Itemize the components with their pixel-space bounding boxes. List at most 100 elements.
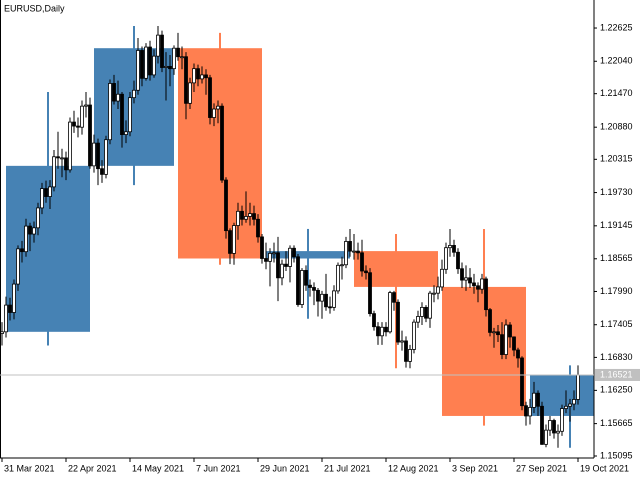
candle-body — [152, 55, 156, 76]
period-body — [442, 286, 526, 416]
candle-body — [340, 264, 344, 267]
candle-body — [24, 225, 28, 253]
candle-body — [296, 256, 300, 305]
plot-area — [0, 26, 594, 448]
candle-body — [156, 34, 160, 57]
candle-body — [336, 264, 340, 292]
candle-body — [140, 50, 144, 79]
candle-body — [116, 93, 120, 102]
candle-body — [300, 270, 304, 305]
candle-body — [460, 268, 464, 281]
candle-body — [212, 108, 216, 118]
y-tick-label: 1.16830 — [600, 352, 633, 362]
candle-body — [232, 225, 236, 254]
candle-body — [200, 74, 204, 80]
candle-body — [576, 374, 580, 400]
candle-body — [384, 326, 388, 333]
candle-body — [352, 250, 356, 253]
candle-body — [28, 225, 32, 235]
candle-body — [564, 405, 568, 409]
y-tick-label: 1.19730 — [600, 187, 633, 197]
candle-body — [136, 50, 140, 91]
candle-body — [400, 340, 404, 343]
candle-body — [128, 97, 132, 133]
candle-body — [540, 405, 544, 445]
candle-body — [432, 292, 436, 295]
candle-body — [48, 186, 52, 197]
candle-body — [260, 236, 264, 259]
chart-title: EURUSD,Daily — [4, 3, 65, 13]
candle-body — [164, 65, 168, 68]
candle-body — [292, 247, 296, 258]
y-tick-label: 1.20315 — [600, 154, 633, 164]
candle-body — [124, 131, 128, 135]
candle-body — [288, 247, 292, 267]
candle-body — [224, 179, 228, 232]
candle-body — [44, 188, 48, 197]
candle-body — [408, 349, 412, 362]
candle-body — [452, 245, 456, 253]
candle-body — [252, 213, 256, 220]
candle-body — [348, 241, 352, 252]
x-tick-label: 7 Jun 2021 — [196, 463, 241, 473]
candle-body — [404, 340, 408, 362]
candle-body — [520, 357, 524, 407]
candle-body — [468, 277, 472, 284]
candle-body — [276, 252, 280, 279]
y-tick-label: 1.17405 — [600, 319, 633, 329]
candle-body — [428, 292, 432, 319]
candle-body — [52, 156, 56, 188]
candle-body — [236, 210, 240, 226]
candle-body — [444, 247, 448, 270]
candle-body — [512, 336, 516, 351]
candle-body — [144, 46, 148, 79]
period-body — [178, 48, 262, 259]
candle-body — [280, 263, 284, 279]
candle-body — [504, 324, 508, 355]
candle-body — [108, 83, 112, 141]
candle-body — [216, 105, 220, 110]
candle-body — [556, 430, 560, 434]
x-tick-label: 29 Jun 2021 — [260, 463, 310, 473]
candle-body — [380, 326, 384, 337]
candle-body — [448, 245, 452, 249]
candle-body — [56, 156, 60, 159]
x-tick-label: 12 Aug 2021 — [388, 463, 439, 473]
candle-body — [132, 89, 136, 99]
candle-body — [176, 47, 180, 58]
y-tick-label: 1.15665 — [600, 418, 633, 428]
y-tick-label: 1.15095 — [600, 450, 633, 460]
candle-body — [4, 304, 8, 333]
price-label-bg — [595, 368, 640, 381]
candle-body — [308, 284, 312, 288]
candle-body — [64, 157, 68, 171]
candle-body — [396, 301, 400, 343]
candle-body — [316, 289, 320, 302]
candle-body — [76, 125, 80, 128]
candle-body — [264, 258, 268, 262]
y-tick-label: 1.18565 — [600, 253, 633, 263]
candle-body — [476, 285, 480, 290]
candle-body — [508, 324, 512, 338]
candle-body — [464, 277, 468, 281]
candle-body — [480, 278, 484, 290]
candle-body — [184, 56, 188, 104]
candle-body — [240, 210, 244, 220]
y-tick-label: 1.22625 — [600, 22, 633, 32]
candle-body — [248, 213, 252, 217]
candle-body — [572, 399, 576, 405]
candle-body — [256, 218, 260, 238]
candle-body — [40, 188, 44, 209]
candle-body — [272, 252, 276, 255]
y-tick-label: 1.17990 — [600, 286, 633, 296]
candle-body — [364, 270, 368, 274]
candle-body — [192, 68, 196, 84]
candle-body — [456, 251, 460, 270]
x-tick-label: 19 Oct 2021 — [580, 463, 629, 473]
x-tick-label: 3 Sep 2021 — [452, 463, 498, 473]
candle-body — [8, 304, 12, 313]
candle-body — [36, 207, 40, 229]
candle-body — [96, 142, 100, 170]
candle-body — [528, 407, 532, 417]
candle-body — [60, 157, 64, 160]
